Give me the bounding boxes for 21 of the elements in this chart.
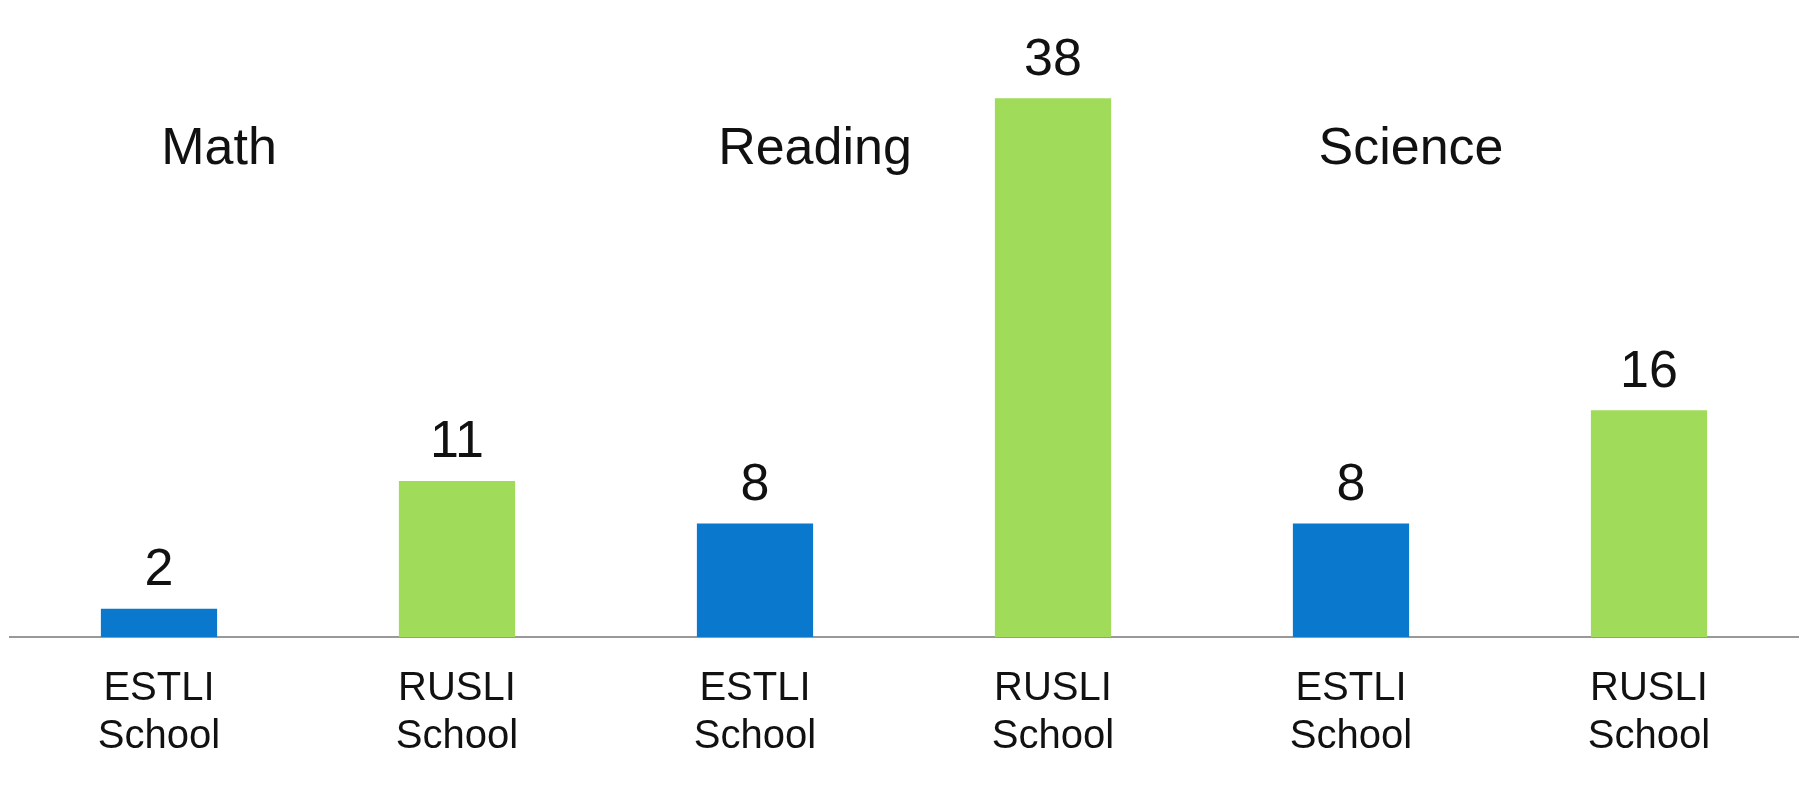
bar (1590, 410, 1708, 637)
data-label: 2 (144, 537, 174, 596)
x-tick-label: ESTLI School (693, 664, 817, 757)
data-label: 16 (1620, 339, 1678, 398)
bar (696, 523, 814, 637)
data-label: 11 (430, 410, 484, 469)
annotation: Science (1318, 117, 1504, 176)
annotation: Reading (718, 117, 912, 176)
bar (398, 481, 516, 637)
x-tick-label: RUSLI School (395, 664, 519, 757)
data-label: 8 (740, 452, 770, 511)
bar (994, 98, 1112, 637)
data-label: 8 (1336, 452, 1366, 511)
data-label: 38 (1024, 27, 1082, 86)
x-tick-label: ESTLI School (1289, 664, 1413, 757)
x-tick-label: RUSLI School (1587, 664, 1711, 757)
x-tick-label: ESTLI School (97, 664, 221, 757)
bar (100, 608, 218, 637)
bar (1292, 523, 1410, 637)
x-tick-label: RUSLI School (991, 664, 1115, 757)
annotation: Math (161, 117, 277, 176)
